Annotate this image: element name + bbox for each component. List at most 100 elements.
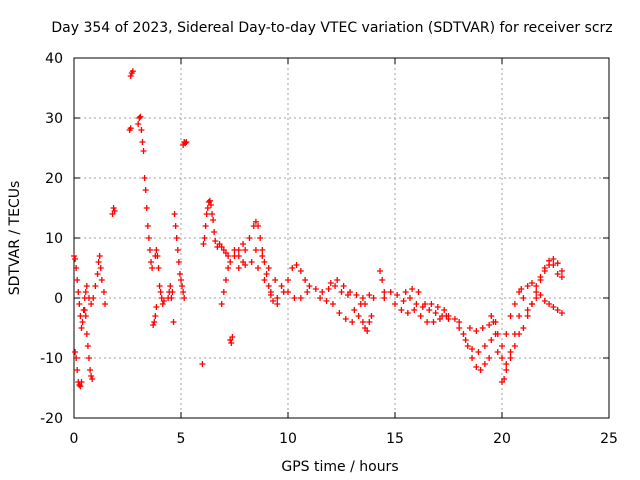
data-point [183,139,190,145]
data-point [263,271,270,277]
data-point [83,331,90,337]
data-point [265,265,272,271]
data-point [550,256,557,262]
data-point [488,313,495,319]
data-point [85,355,92,361]
data-point [252,218,259,225]
data-point [469,346,476,352]
data-point [73,355,80,361]
data-point [550,262,557,268]
data-point [379,277,386,283]
data-point [445,313,452,319]
data-point [481,361,488,367]
x-tick-label: 15 [386,431,404,447]
data-point [546,301,553,307]
data-point [327,280,334,286]
data-point [74,367,81,373]
data-point [102,301,109,307]
data-point [402,289,409,295]
data-point [479,325,486,331]
data-point [424,319,431,325]
data-point [179,283,186,289]
data-point [111,208,118,214]
data-point [520,325,527,331]
y-tick-label: 10 [45,231,63,247]
data-point [554,260,561,267]
data-point [351,307,358,313]
data-point [173,235,180,241]
data-point [242,262,249,268]
data-point [138,127,145,133]
data-point [218,301,225,307]
data-point [229,334,236,340]
data-point [436,316,443,322]
data-point [342,316,349,322]
data-point [486,355,493,361]
data-point [499,343,505,349]
data-point [94,271,101,277]
data-point [462,337,469,343]
data-point [524,313,531,319]
data-point [464,343,471,349]
data-point [83,283,90,289]
data-point [400,298,407,304]
data-point [150,322,157,328]
data-point [167,283,174,289]
data-point [235,265,242,271]
data-point [499,355,505,361]
data-point [537,292,544,298]
x-tick-label: 20 [493,431,511,447]
data-point [79,319,86,325]
data-point [312,286,319,292]
data-point [304,289,311,295]
chart-title: Day 354 of 2023, Sidereal Day-to-day VTE… [51,20,612,36]
data-point [528,280,535,286]
data-point [558,268,565,274]
data-point [516,313,523,319]
data-point [347,289,354,295]
data-point [151,319,158,325]
data-point [340,283,347,289]
data-point [456,325,463,331]
data-point [366,319,373,325]
data-point [142,187,149,193]
data-point [181,295,188,301]
data-point [176,271,183,277]
data-point [353,292,360,298]
data-point [338,289,345,295]
data-point [428,301,435,307]
data-point [82,313,89,319]
data-point [486,322,493,328]
data-point [77,383,84,390]
data-point [127,125,134,132]
data-point [285,277,291,283]
data-point [302,277,309,283]
data-point [225,253,232,259]
data-point [220,289,227,295]
data-point [366,292,373,298]
data-point [143,205,150,211]
data-point [323,298,330,304]
data-point [178,277,184,283]
data-point [466,325,473,331]
data-point [533,295,540,301]
data-point [406,295,413,301]
data-point [473,328,480,334]
axis-ticks: 0 5 10 15 20 25 -20 -10 0 10 20 30 40 [40,51,618,447]
data-point [441,307,448,313]
data-point [355,313,362,319]
data-point [248,259,255,265]
data-point [252,247,259,253]
data-point [516,331,523,337]
data-point [182,140,189,147]
data-point [432,310,439,316]
data-point [200,241,207,247]
data-point [78,379,85,385]
data-point [140,148,147,154]
data-point [270,298,277,304]
data-point [242,247,249,253]
data-point [368,313,375,319]
data-point [201,235,208,241]
data-point [359,319,366,325]
